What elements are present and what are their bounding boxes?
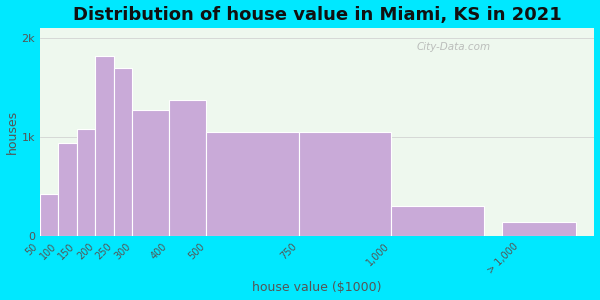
Bar: [502, 222, 576, 236]
Bar: [299, 132, 391, 236]
Bar: [391, 206, 484, 236]
Bar: [95, 56, 114, 236]
Bar: [169, 100, 206, 236]
Title: Distribution of house value in Miami, KS in 2021: Distribution of house value in Miami, KS…: [73, 6, 562, 24]
Bar: [114, 68, 132, 236]
X-axis label: house value ($1000): house value ($1000): [253, 281, 382, 294]
Bar: [40, 194, 58, 236]
Bar: [58, 143, 77, 236]
Bar: [132, 110, 169, 236]
Y-axis label: houses: houses: [5, 110, 19, 154]
Bar: [206, 132, 299, 236]
Text: City-Data.com: City-Data.com: [417, 43, 491, 52]
Bar: [77, 129, 95, 236]
